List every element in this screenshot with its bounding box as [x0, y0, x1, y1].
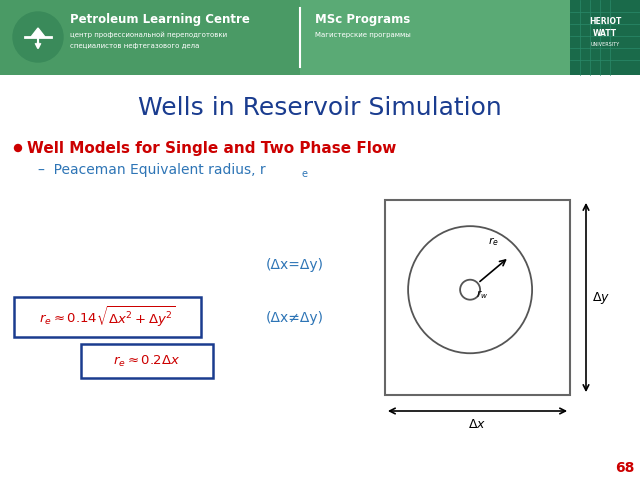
Text: MSc Programs: MSc Programs: [315, 13, 410, 26]
Text: –  Peaceman Equivalent radius, r: – Peaceman Equivalent radius, r: [38, 163, 266, 177]
Text: e: e: [302, 169, 308, 179]
Text: $r_w$: $r_w$: [476, 288, 488, 301]
Text: (Δx≠Δy): (Δx≠Δy): [266, 311, 324, 325]
Text: Магистерские программы: Магистерские программы: [315, 32, 411, 38]
Text: 68: 68: [615, 461, 635, 475]
Circle shape: [15, 144, 22, 152]
Bar: [0, 0, 570, 75]
Text: WATT: WATT: [593, 28, 617, 37]
Text: HERIOT: HERIOT: [589, 17, 621, 26]
Bar: [0, 0, 300, 75]
Circle shape: [460, 280, 480, 300]
Polygon shape: [31, 28, 45, 37]
Text: Petroleum Learning Centre: Petroleum Learning Centre: [70, 13, 250, 26]
Text: $r_e \approx 0.14\sqrt{\Delta x^2 + \Delta y^2}$: $r_e \approx 0.14\sqrt{\Delta x^2 + \Del…: [39, 305, 175, 329]
Ellipse shape: [408, 226, 532, 353]
Text: $r_e$: $r_e$: [488, 235, 499, 248]
Bar: [570, 0, 640, 75]
Text: (Δx=Δy): (Δx=Δy): [266, 258, 324, 272]
Circle shape: [13, 12, 63, 62]
Text: $\Delta y$: $\Delta y$: [592, 289, 610, 305]
FancyBboxPatch shape: [14, 297, 201, 337]
Text: центр профессиональной переподготовки: центр профессиональной переподготовки: [70, 32, 227, 38]
FancyBboxPatch shape: [81, 344, 213, 378]
Bar: [385, 200, 570, 395]
Text: Wells in Reservoir Simulation: Wells in Reservoir Simulation: [138, 96, 502, 120]
Text: UNIVERSITY: UNIVERSITY: [590, 41, 620, 47]
Text: специалистов нефтегазового дела: специалистов нефтегазового дела: [70, 43, 200, 49]
Text: Well Models for Single and Two Phase Flow: Well Models for Single and Two Phase Flo…: [27, 141, 396, 156]
Text: $\Delta x$: $\Delta x$: [468, 419, 486, 432]
Text: $r_e \approx 0.2\Delta x$: $r_e \approx 0.2\Delta x$: [113, 353, 180, 369]
